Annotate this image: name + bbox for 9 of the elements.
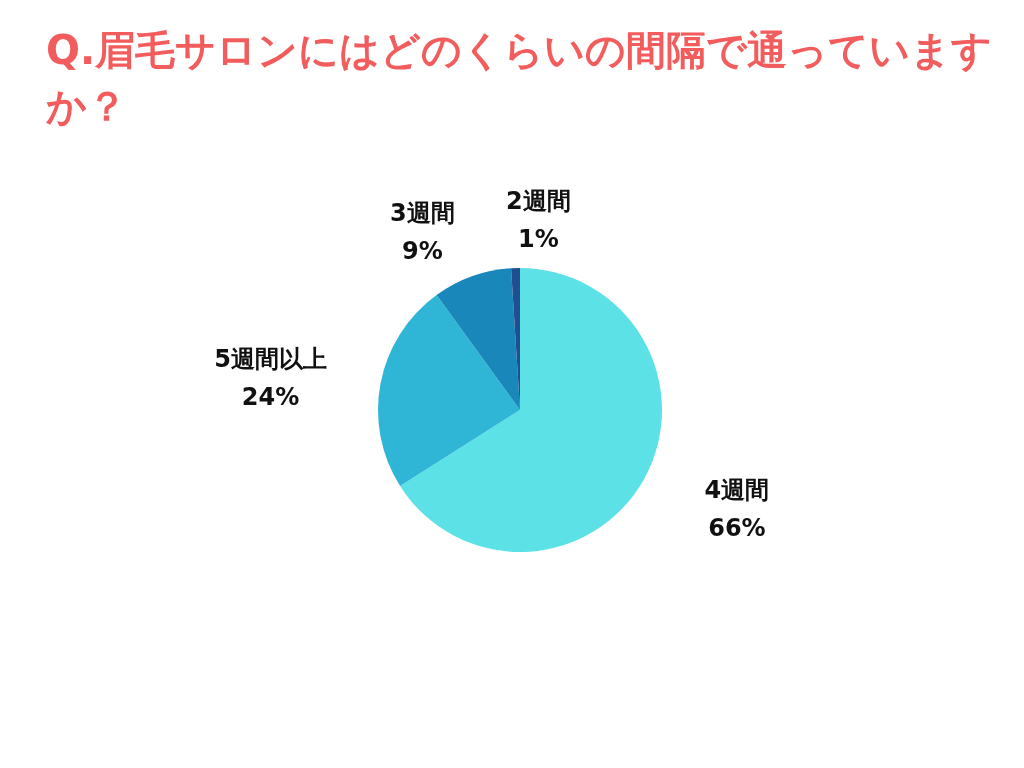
slice-label: 3週間 [390,198,455,227]
slice-label: 2週間 [506,187,571,216]
chart-title: Q.眉毛サロンにはどのくらいの間隔で通っていますか？ [46,26,994,131]
data-label: 66% [708,513,766,542]
data-label: 9% [402,236,443,265]
data-label: 1% [518,225,559,254]
slice-label: 5週間以上 [214,345,327,374]
slice-label: 4週間 [704,475,770,504]
data-label: 24% [241,383,300,412]
